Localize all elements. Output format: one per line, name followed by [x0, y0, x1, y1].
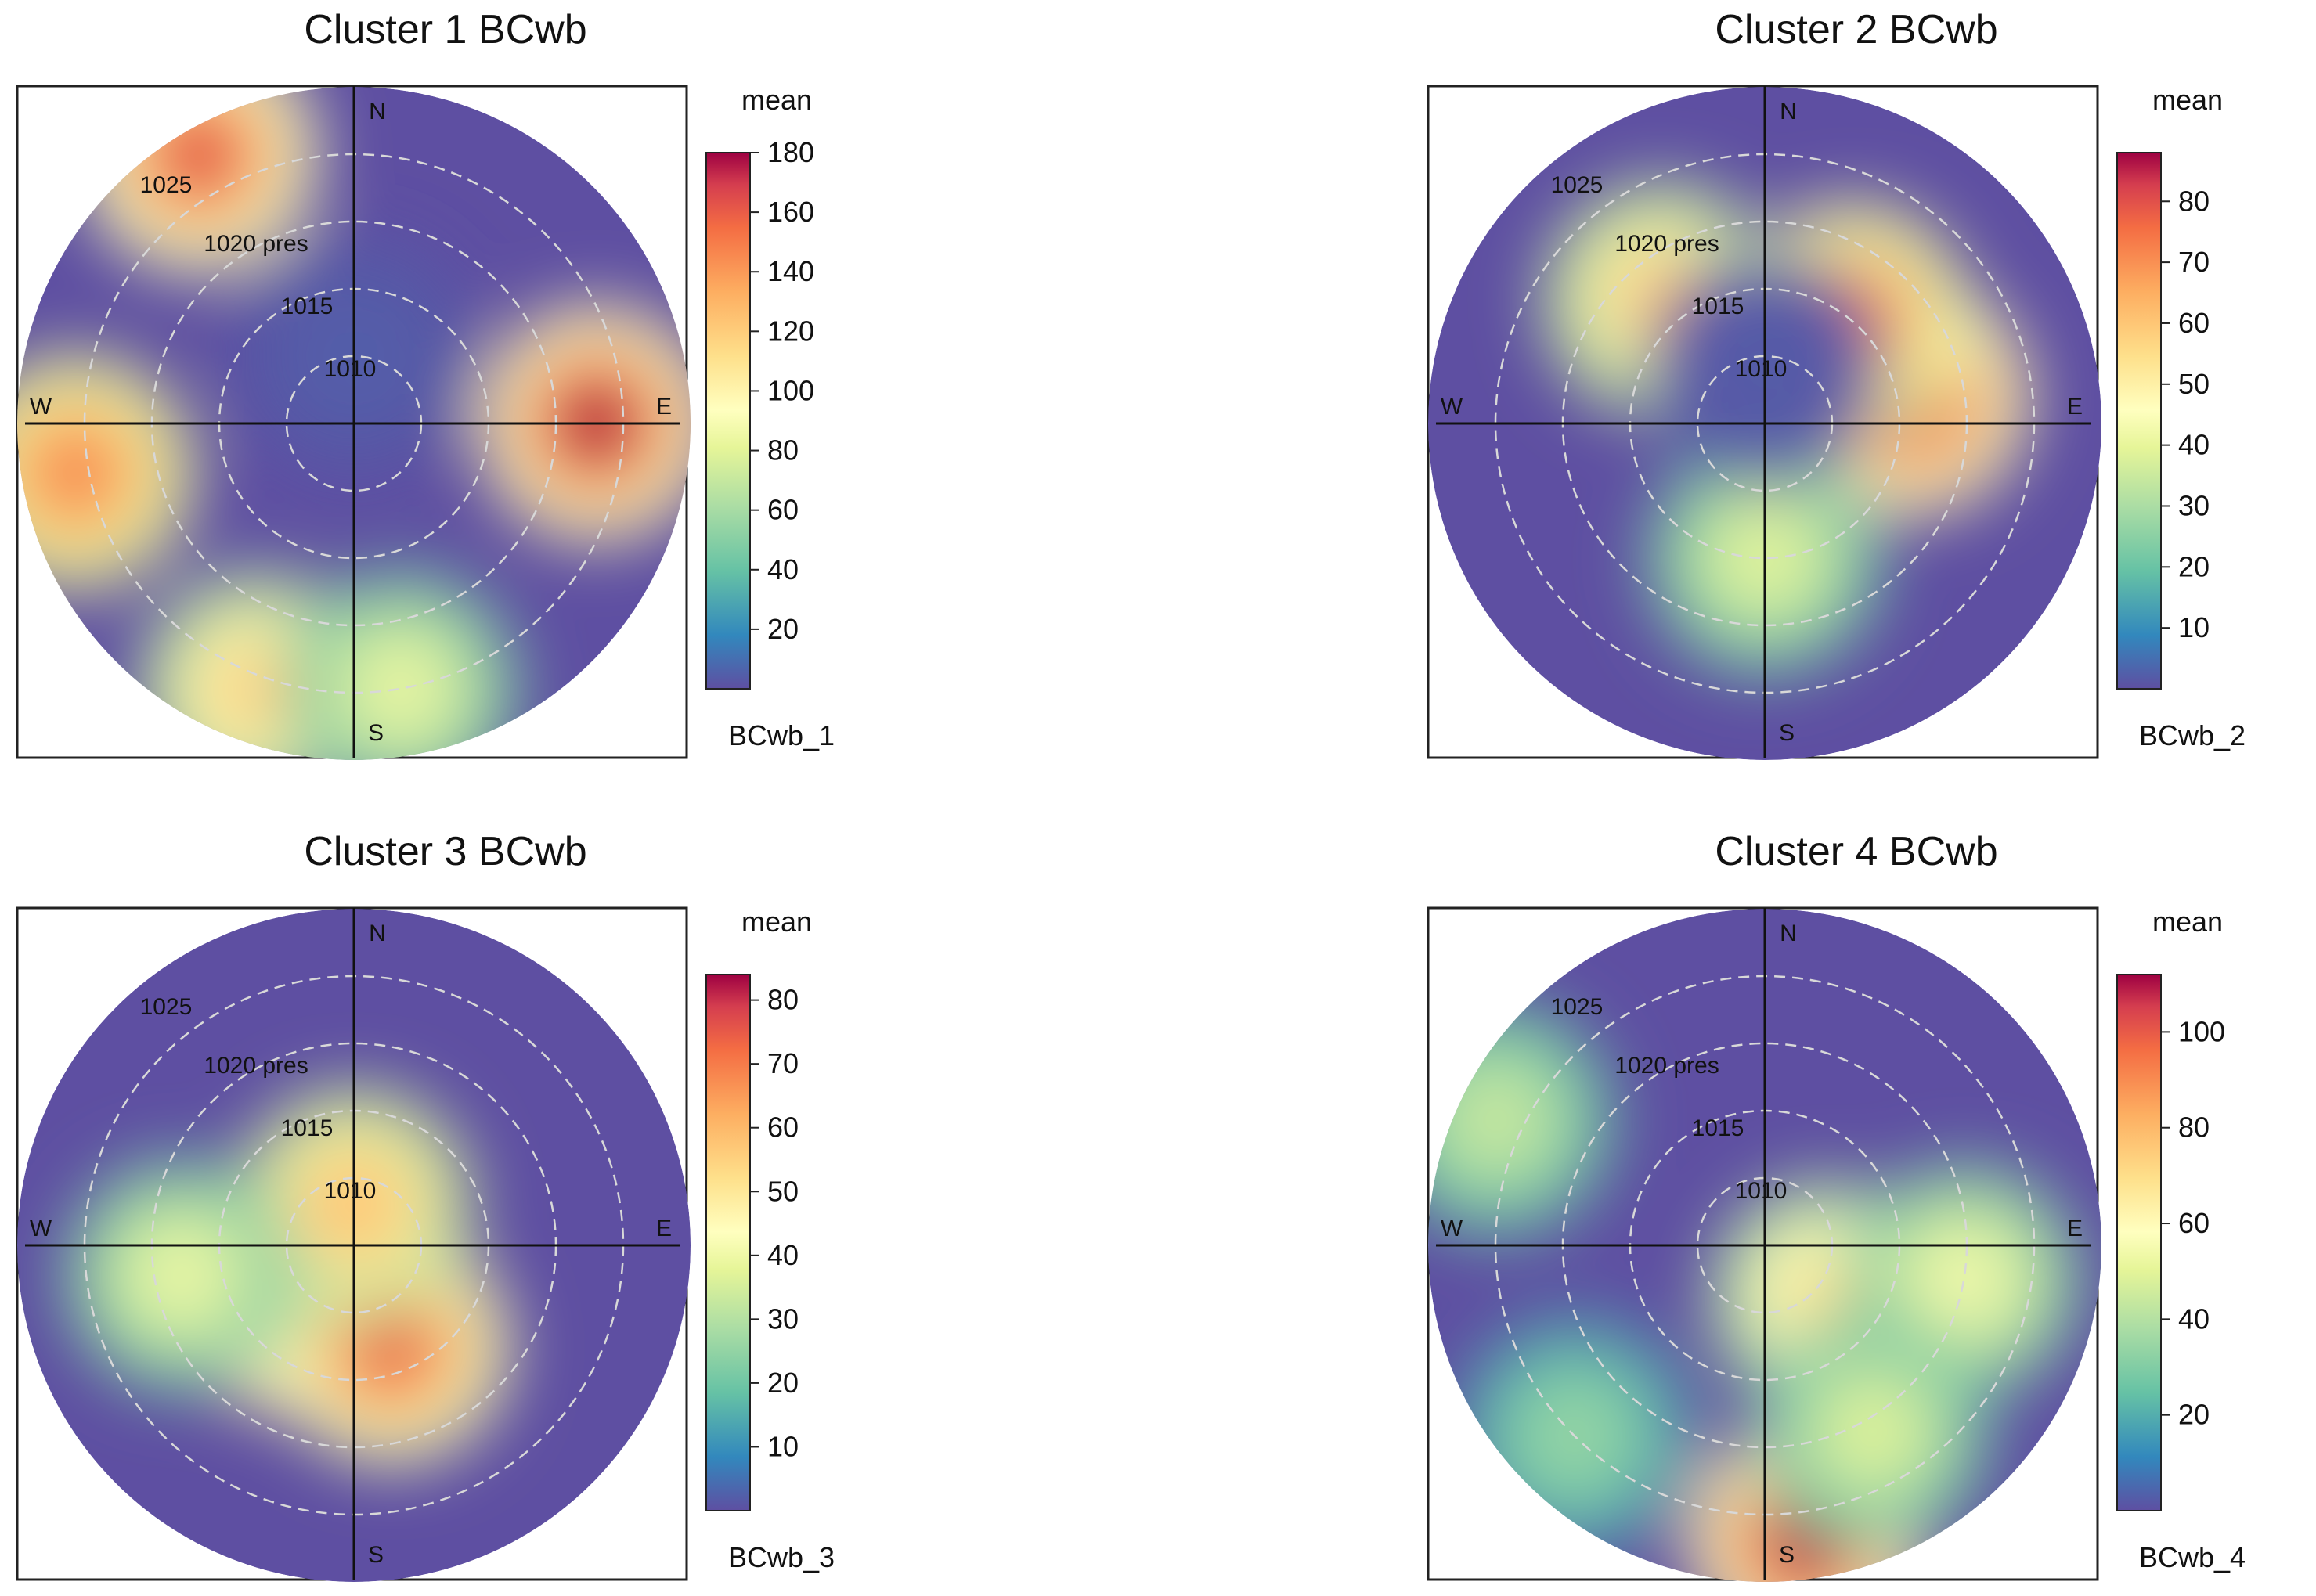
legend-title: mean	[741, 84, 812, 116]
legend-label: BCwb_4	[2139, 1541, 2246, 1573]
panel-title: Cluster 2 BCwb	[1715, 7, 1997, 52]
hotspot-core	[1788, 1258, 1867, 1337]
hotspot-core	[218, 650, 297, 729]
direction-label-w: W	[30, 1216, 52, 1241]
hotspot-core	[36, 433, 115, 512]
direction-label-e: E	[2067, 394, 2083, 420]
ring-label: 1010	[1735, 356, 1788, 382]
direction-label-n: N	[1780, 920, 1797, 946]
direction-label-e: E	[656, 1216, 672, 1241]
colorbar-tick-label: 20	[2178, 1399, 2210, 1431]
colorbar-tick-label: 80	[2178, 185, 2210, 217]
hotspot-core	[1925, 1241, 2004, 1320]
ring-label: 1010	[1735, 1178, 1788, 1204]
colorbar-tick-label: 180	[767, 136, 814, 168]
colorbar	[2116, 974, 2162, 1511]
hotspot-core	[361, 649, 440, 728]
legend-label: BCwb_2	[2139, 719, 2246, 751]
colorbar-tick-label: 60	[767, 494, 799, 526]
direction-label-n: N	[369, 99, 386, 124]
colorbar-tick-label: 20	[767, 1367, 799, 1399]
colorbar-tick-label: 70	[2178, 246, 2210, 278]
direction-label-n: N	[369, 920, 386, 946]
colorbar-tick-label: 70	[767, 1047, 799, 1079]
ring-label: 1015	[1692, 1115, 1744, 1141]
colorbar-tick-label: 20	[767, 613, 799, 645]
colorbar-tick-label: 100	[767, 374, 814, 406]
colorbar-tick-label: 50	[767, 1175, 799, 1207]
panel-title: Cluster 4 BCwb	[1715, 829, 1997, 874]
legend-label: BCwb_3	[728, 1541, 835, 1573]
colorbar-tick-label: 80	[767, 434, 799, 467]
colorbar-tick-label: 120	[767, 315, 814, 347]
colorbar-tick-label: 20	[2178, 550, 2210, 582]
direction-label-s: S	[1779, 1542, 1795, 1568]
colorbar	[705, 152, 751, 690]
direction-label-e: E	[656, 394, 672, 420]
colorbar-tick-label: 10	[767, 1430, 799, 1462]
heat-field	[1428, 909, 2101, 1582]
ring-label: 1020 pres	[204, 1053, 308, 1079]
heat-field	[17, 87, 691, 760]
direction-label-w: W	[30, 394, 52, 420]
hotspot-core	[1457, 1081, 1536, 1160]
legend-title: mean	[2152, 84, 2223, 116]
hotspot-core	[352, 1307, 431, 1386]
hotspot-core	[1833, 1392, 1912, 1472]
direction-label-n: N	[1780, 99, 1797, 124]
ring-label: 1015	[281, 294, 334, 319]
ring-label: 1020 pres	[1614, 1053, 1719, 1079]
direction-label-e: E	[2067, 1216, 2083, 1241]
colorbar-tick-label: 50	[2178, 368, 2210, 400]
ring-label: 1025	[1551, 994, 1604, 1020]
legend-title: mean	[2152, 906, 2223, 938]
panel-title: Cluster 1 BCwb	[304, 7, 586, 52]
colorbar-tick-label: 100	[2178, 1015, 2225, 1047]
colorbar-tick-label: 60	[2178, 1207, 2210, 1239]
legend-label: BCwb_1	[728, 719, 835, 751]
colorbar-tick-label: 160	[767, 196, 814, 228]
hotspot-core	[160, 116, 239, 195]
colorbar-tick-label: 60	[767, 1111, 799, 1144]
ring-label: 1010	[324, 1178, 377, 1204]
ring-label: 1025	[1551, 172, 1604, 198]
ring-label: 1010	[324, 356, 377, 382]
colorbar-tick-label: 80	[2178, 1111, 2210, 1144]
ring-label: 1015	[1692, 294, 1744, 319]
direction-label-w: W	[1441, 1216, 1463, 1241]
colorbar-tick-label: 40	[2178, 429, 2210, 461]
ring-label: 1015	[281, 1115, 334, 1141]
direction-label-s: S	[368, 1542, 384, 1568]
ring-label: 1020 pres	[204, 231, 308, 257]
colorbar	[2116, 152, 2162, 690]
colorbar-tick-label: 40	[767, 553, 799, 585]
ring-label: 1025	[140, 994, 193, 1020]
direction-label-s: S	[1779, 720, 1795, 746]
colorbar-tick-label: 30	[2178, 489, 2210, 521]
colorbar-tick-label: 80	[767, 984, 799, 1016]
panel-title: Cluster 3 BCwb	[304, 829, 586, 874]
colorbar-tick-label: 40	[2178, 1302, 2210, 1335]
legend-title: mean	[741, 906, 812, 938]
direction-label-w: W	[1441, 394, 1463, 420]
direction-label-s: S	[368, 720, 384, 746]
colorbar-tick-label: 40	[767, 1239, 799, 1271]
colorbar-tick-label: 140	[767, 255, 814, 287]
colorbar-tick-label: 30	[767, 1302, 799, 1335]
ring-label: 1020 pres	[1614, 231, 1719, 257]
ring-label: 1025	[140, 172, 193, 198]
hotspot-core	[142, 1236, 221, 1315]
colorbar-tick-label: 60	[2178, 307, 2210, 339]
colorbar	[705, 974, 751, 1511]
colorbar-tick-label: 10	[2178, 611, 2210, 643]
